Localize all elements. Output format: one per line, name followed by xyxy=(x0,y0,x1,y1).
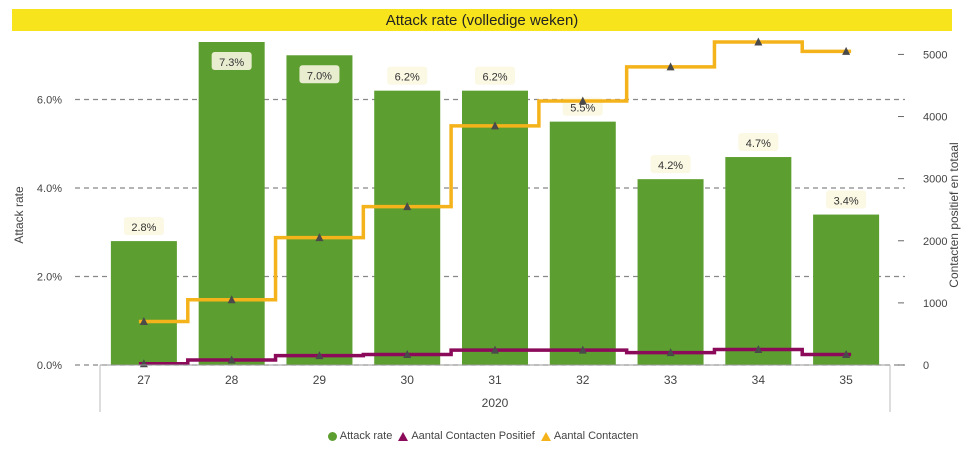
x-tick-label: 35 xyxy=(839,373,853,387)
line-point xyxy=(578,96,587,105)
y-tick-label: 0.0% xyxy=(37,360,62,372)
y-axis-title: Attack rate xyxy=(12,186,26,244)
attack-rate-chart: 2.8% 7.3% 7.0% 6.2% 6.2% 5.5% 4.2% 4.7% 3.4% 0.0… xyxy=(12,37,961,412)
data-label: 3.4% xyxy=(834,196,859,208)
data-label: 5.5% xyxy=(570,103,595,115)
bar-series xyxy=(110,42,880,366)
data-label: 6.2% xyxy=(395,72,420,84)
data-label-bg xyxy=(123,217,164,236)
bar xyxy=(110,241,177,365)
x-tick-label: 28 xyxy=(225,373,239,387)
bar xyxy=(462,90,528,365)
y2-tick-label: 2000 xyxy=(923,236,947,248)
line-point xyxy=(578,345,587,354)
y2-tick-label: 0 xyxy=(923,360,929,372)
line-point xyxy=(491,345,499,354)
legend: Attack rate Aantal Contacten Positief Aa… xyxy=(0,430,966,442)
axes: 0.0% 2.0% 4.0% 6.0% 0 1000 2000 3000 4000 5000 Att… xyxy=(12,49,961,412)
line-point xyxy=(666,62,675,71)
legend-item-attack-rate: Attack rate xyxy=(327,430,393,442)
data-label-bg xyxy=(738,133,779,152)
x-tick-label: 31 xyxy=(488,373,502,387)
data-label: 4.2% xyxy=(658,160,683,172)
line-point xyxy=(403,349,412,358)
bar xyxy=(549,121,616,366)
bar xyxy=(374,90,441,365)
y2-tick-label: 5000 xyxy=(923,49,947,61)
legend-label: Attack rate xyxy=(339,430,393,442)
line-point xyxy=(227,355,236,364)
y2-axis-title: Contacten positief en totaal xyxy=(947,142,961,287)
line-point xyxy=(315,351,324,360)
bar xyxy=(813,214,880,365)
x-group-label: 2020 xyxy=(482,396,509,410)
line-point xyxy=(666,348,675,357)
data-label-bg xyxy=(826,190,867,209)
legend-marker xyxy=(398,431,409,441)
line-point xyxy=(842,46,851,55)
data-label-bg xyxy=(211,52,252,70)
x-tick-label: 33 xyxy=(664,373,678,387)
legend-marker xyxy=(540,431,551,441)
data-label-bg xyxy=(475,66,515,85)
line-point xyxy=(227,295,236,304)
data-label: 6.2% xyxy=(482,72,507,84)
x-tick-label: 27 xyxy=(137,373,151,387)
y2-tick-label: 1000 xyxy=(923,298,947,310)
legend-label: Aantal Contacten xyxy=(553,430,639,442)
data-label: 2.8% xyxy=(131,222,156,234)
line-point xyxy=(403,202,412,211)
x-tick-label: 34 xyxy=(752,373,766,387)
line-point xyxy=(491,121,499,130)
data-label: 7.0% xyxy=(307,70,332,82)
data-label: 7.3% xyxy=(219,57,244,69)
data-label-bg xyxy=(387,66,428,85)
line-point xyxy=(754,344,763,353)
x-tick-label: 30 xyxy=(401,373,415,387)
line-point xyxy=(842,349,851,358)
bar xyxy=(725,157,792,365)
data-label-bg xyxy=(299,65,340,84)
data-label-bg xyxy=(650,155,691,174)
legend-item-contacten-positief: Aantal Contacten Positief xyxy=(398,430,535,442)
data-label: 4.7% xyxy=(746,138,771,150)
y-tick-label: 4.0% xyxy=(37,183,62,195)
bar xyxy=(198,42,265,365)
line-point xyxy=(139,317,148,326)
y2-tick-label: 3000 xyxy=(923,174,947,186)
y-tick-label: 6.0% xyxy=(37,95,62,107)
legend-label: Aantal Contacten Positief xyxy=(411,430,535,442)
bar-data-labels: 2.8% 7.3% 7.0% 6.2% 6.2% 5.5% 4.2% 4.7% 3.4% xyxy=(123,52,867,236)
chart-title: Attack rate (volledige weken) xyxy=(12,9,952,31)
line-point xyxy=(754,37,763,46)
legend-marker xyxy=(327,431,337,441)
y-tick-label: 2.0% xyxy=(37,272,62,284)
bar xyxy=(286,55,353,365)
bar xyxy=(637,179,704,365)
x-tick-label: 32 xyxy=(576,373,590,387)
line-series xyxy=(138,37,852,368)
series-line xyxy=(138,347,852,366)
x-tick-label: 29 xyxy=(313,373,327,387)
y2-tick-label: 4000 xyxy=(923,112,947,124)
line-point xyxy=(315,233,324,242)
legend-item-contacten: Aantal Contacten xyxy=(540,430,639,442)
